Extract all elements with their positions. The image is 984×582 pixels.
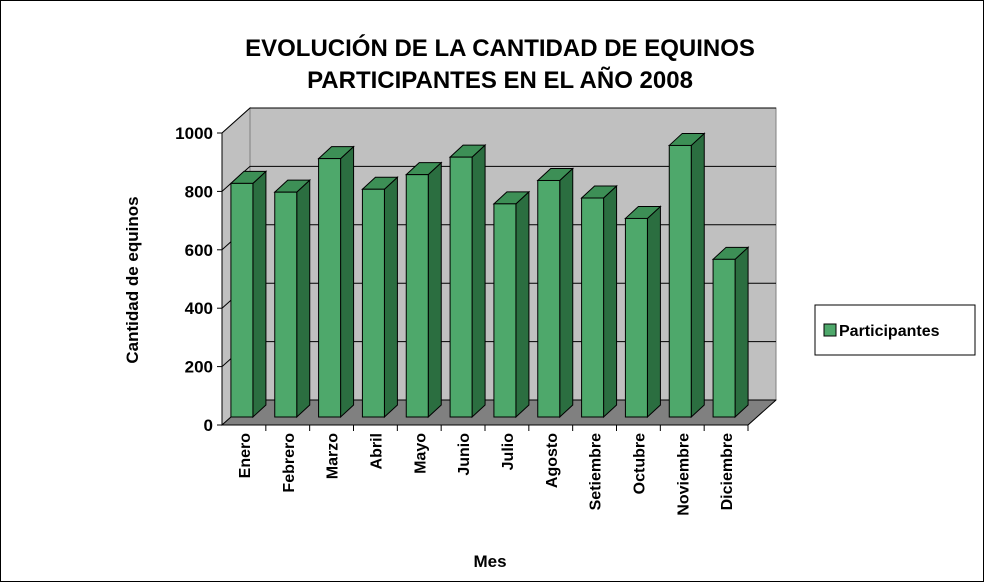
bar-side bbox=[471, 143, 486, 419]
y-tick-label: 400 bbox=[185, 299, 213, 318]
chart-title: EVOLUCIÓN DE LA CANTIDAD DE EQUINOS bbox=[245, 34, 755, 62]
x-tick-label: Octubre bbox=[631, 433, 648, 494]
y-tick-label: 600 bbox=[185, 241, 213, 260]
bar-side bbox=[603, 184, 618, 419]
bar-side bbox=[559, 167, 574, 419]
x-tick-label: Diciembre bbox=[719, 433, 736, 510]
bar bbox=[712, 258, 736, 418]
bar bbox=[493, 203, 517, 418]
y-tick-label: 200 bbox=[185, 358, 213, 377]
bar bbox=[668, 144, 692, 418]
bar-side bbox=[515, 190, 530, 419]
x-tick-label: Marzo bbox=[325, 433, 342, 479]
bar bbox=[537, 179, 561, 418]
bar bbox=[361, 188, 385, 418]
bar-side bbox=[383, 176, 398, 419]
bar bbox=[274, 191, 298, 418]
chart-title: PARTICIPANTES EN EL AÑO 2008 bbox=[307, 66, 693, 94]
x-tick-label: Noviembre bbox=[675, 433, 692, 516]
x-tick-label: Junio bbox=[456, 433, 473, 476]
bar-side bbox=[296, 179, 311, 419]
y-tick-label: 800 bbox=[185, 182, 213, 201]
x-axis-depth bbox=[747, 399, 777, 426]
bar-side bbox=[427, 161, 442, 419]
bar bbox=[449, 156, 473, 418]
bar bbox=[581, 197, 605, 418]
bar bbox=[405, 174, 429, 418]
bar-side bbox=[252, 170, 267, 419]
legend-swatch bbox=[823, 323, 837, 337]
x-tick-label: Agosto bbox=[544, 433, 561, 488]
x-axis-label: Mes bbox=[473, 552, 506, 571]
bar-side bbox=[340, 145, 355, 419]
x-tick-label: Julio bbox=[500, 433, 517, 471]
legend-box bbox=[814, 304, 976, 356]
bar-side bbox=[734, 246, 749, 419]
bar-side bbox=[690, 132, 705, 419]
x-tick-label: Mayo bbox=[412, 433, 429, 474]
y-tick-label: 0 bbox=[204, 416, 213, 435]
grid-line bbox=[221, 107, 776, 134]
bar-side bbox=[646, 205, 661, 419]
bar bbox=[624, 217, 648, 418]
bar bbox=[230, 182, 254, 418]
y-tick-label: 1000 bbox=[175, 124, 213, 143]
x-tick-label: Febrero bbox=[281, 433, 298, 493]
legend-label: Participantes bbox=[839, 323, 940, 340]
y-axis-label: Cantidad de equinos bbox=[123, 196, 142, 363]
x-tick-label: Setiembre bbox=[588, 433, 605, 510]
x-tick-label: Enero bbox=[237, 433, 254, 479]
bar bbox=[318, 158, 342, 418]
x-tick-label: Abril bbox=[368, 433, 385, 469]
